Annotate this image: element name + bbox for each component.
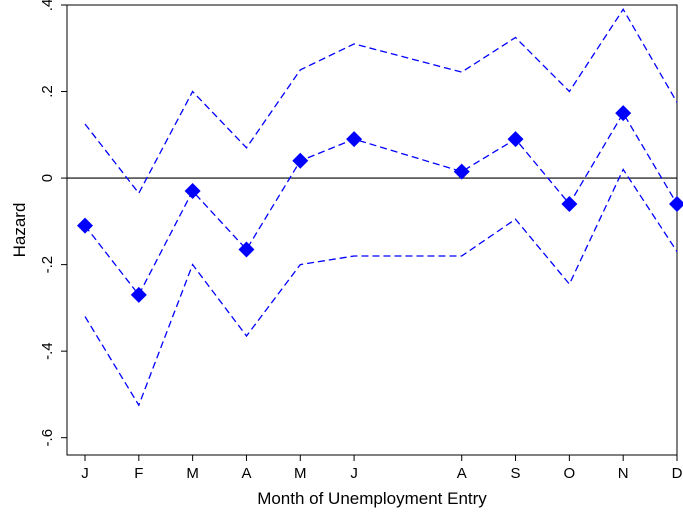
x-tick-label: S [511, 465, 521, 482]
x-tick-label: D [672, 465, 683, 482]
x-tick-label: J [350, 465, 358, 482]
estimate-point [77, 217, 93, 234]
y-tick-label: -.4 [39, 342, 56, 360]
estimate-point [453, 163, 470, 180]
x-tick-label: M [186, 465, 199, 482]
x-tick-label: A [457, 465, 467, 482]
y-axis-title: Hazard [10, 203, 29, 258]
estimate-point [615, 105, 632, 122]
x-tick-label: A [241, 465, 251, 482]
y-tick-label: .4 [39, 0, 56, 11]
x-tick-label: J [81, 465, 89, 482]
marker-layer [77, 105, 683, 303]
x-tick-label: M [294, 465, 307, 482]
estimate-point [238, 241, 255, 258]
x-axis-title: Month of Unemployment Entry [257, 489, 487, 508]
estimate-point [130, 286, 147, 303]
x-tick-label: F [134, 465, 143, 482]
x-tick-label: N [618, 465, 629, 482]
estimate-point [507, 131, 524, 148]
y-tick-label: 0 [39, 174, 56, 182]
estimate-point [292, 152, 309, 169]
series-line-upper-bound [84, 8, 678, 195]
y-tick-label: .2 [39, 85, 56, 98]
plot-area [66, 4, 678, 456]
estimate-point [561, 196, 578, 213]
y-axis-ticks: -.6 -.4 -.2 0 .2 .4 [39, 0, 67, 446]
x-tick-label: O [564, 465, 576, 482]
estimate-point [346, 131, 363, 148]
series-line-lower-bound [84, 168, 678, 407]
estimate-point [669, 196, 683, 213]
y-tick-label: -.6 [39, 429, 56, 447]
estimate-point [184, 183, 201, 200]
y-tick-label: -.2 [39, 256, 56, 274]
